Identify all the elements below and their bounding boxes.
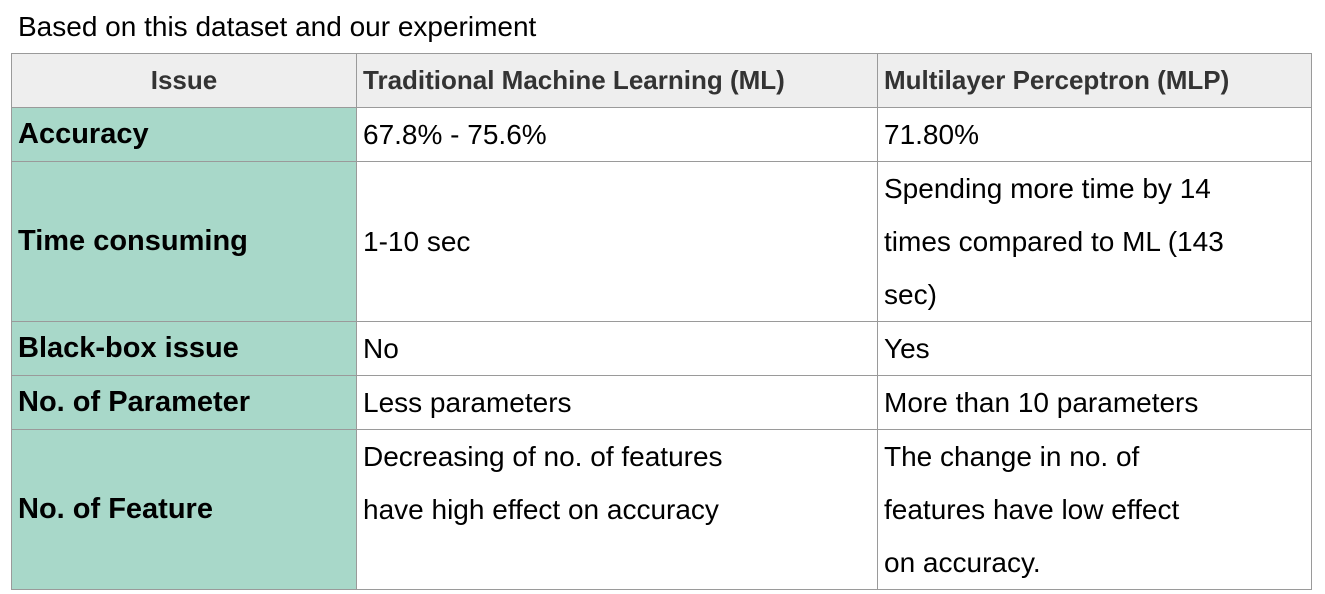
ml-parameter: Less parameters [356, 375, 878, 430]
mlp-feature-line-3: on accuracy. [884, 547, 1041, 578]
mlp-parameter: More than 10 parameters [877, 375, 1312, 430]
ml-feature: Decreasing of no. of features have high … [356, 429, 878, 590]
table-row-feature: No. of Feature Decreasing of no. of feat… [11, 429, 1312, 590]
issue-accuracy: Accuracy [11, 107, 357, 162]
table-row-black-box: Black-box issue No Yes [11, 321, 1312, 376]
header-mlp: Multilayer Perceptron (MLP) [877, 53, 1312, 108]
header-issue: Issue [11, 53, 357, 108]
table-row-accuracy: Accuracy 67.8% - 75.6% 71.80% [11, 107, 1312, 162]
header-ml: Traditional Machine Learning (ML) [356, 53, 878, 108]
mlp-feature: The change in no. of features have low e… [877, 429, 1312, 590]
ml-feature-line-2: have high effect on accuracy [363, 494, 719, 525]
mlp-black-box: Yes [877, 321, 1312, 376]
table-row-parameter: No. of Parameter Less parameters More th… [11, 375, 1312, 430]
mlp-time-line-2: times compared to ML (143 [884, 226, 1224, 257]
issue-feature: No. of Feature [11, 429, 357, 590]
mlp-accuracy: 71.80% [877, 107, 1312, 162]
ml-time-consuming: 1-10 sec [356, 161, 878, 322]
mlp-time-consuming: Spending more time by 14 times compared … [877, 161, 1312, 322]
ml-accuracy: 67.8% - 75.6% [356, 107, 878, 162]
table-header-row: Issue Traditional Machine Learning (ML) … [11, 53, 1312, 108]
comparison-table: Issue Traditional Machine Learning (ML) … [11, 53, 1312, 590]
ml-black-box: No [356, 321, 878, 376]
mlp-feature-line-2: features have low effect [884, 494, 1180, 525]
table-row-time-consuming: Time consuming 1-10 sec Spending more ti… [11, 161, 1312, 322]
mlp-time-line-1: Spending more time by 14 [884, 173, 1211, 204]
issue-black-box: Black-box issue [11, 321, 357, 376]
issue-parameter: No. of Parameter [11, 375, 357, 430]
ml-feature-line-1: Decreasing of no. of features [363, 441, 723, 472]
issue-time-consuming: Time consuming [11, 161, 357, 322]
mlp-time-line-3: sec) [884, 279, 937, 310]
page-caption: Based on this dataset and our experiment [18, 11, 537, 42]
mlp-feature-line-1: The change in no. of [884, 441, 1140, 472]
